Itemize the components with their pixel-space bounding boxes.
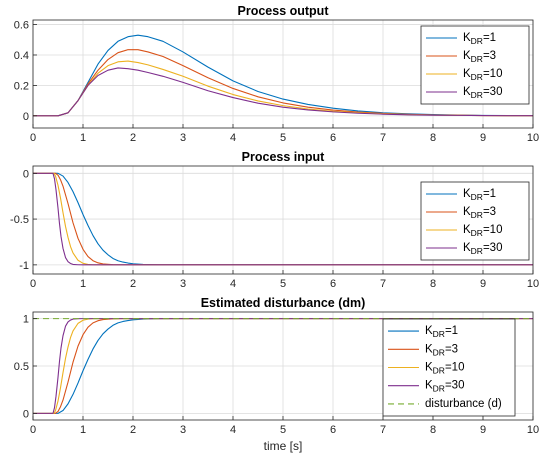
x-tick-label: 6 (330, 132, 336, 144)
x-tick-label: 3 (180, 132, 186, 144)
series-line-4 (33, 172, 533, 266)
chart-title: Estimated disturbance (dm) (201, 296, 366, 310)
legend-label: KDR=10 (463, 224, 502, 238)
x-tick-label: 0 (30, 132, 36, 144)
y-tick-label: 0.6 (14, 20, 29, 32)
y-tick-label: 0.5 (14, 361, 29, 373)
x-tick-label: 7 (380, 424, 386, 436)
x-tick-label: 9 (480, 278, 486, 290)
x-axis-label: time [s] (264, 439, 303, 453)
x-tick-label: 5 (280, 132, 286, 144)
x-tick-label: 0 (30, 278, 36, 290)
x-tick-label: 5 (280, 278, 286, 290)
chart-title: Process output (238, 4, 330, 18)
x-tick-label: 3 (180, 278, 186, 290)
x-tick-label: 8 (430, 424, 436, 436)
y-tick-label: 1 (23, 314, 29, 326)
legend-label: KDR=30 (425, 380, 464, 394)
x-tick-label: 1 (80, 278, 86, 290)
series-line-1 (33, 172, 533, 266)
legend-label: KDR=30 (463, 242, 502, 256)
series-line-4 (33, 67, 533, 117)
legend-label: KDR=3 (463, 50, 496, 64)
x-tick-label: 4 (230, 278, 236, 290)
x-tick-label: 4 (230, 424, 236, 436)
legend-label: KDR=3 (425, 343, 458, 357)
legend: KDR=1 KDR=3 KDR=10 KDR=30 (420, 181, 530, 261)
x-tick-label: 10 (527, 132, 539, 144)
chart-title: Process input (242, 150, 325, 164)
legend: KDR=1 KDR=3 KDR=10 KDR=30 disturbance (d) (382, 318, 516, 417)
subplot-3: 0 1 2 3 4 5 6 7 8 9 10 0 0.5 1 Estimated disturbance (… (14, 296, 539, 453)
x-tick-label: 6 (330, 278, 336, 290)
x-tick-label: 1 (80, 424, 86, 436)
x-tick-label: 9 (480, 132, 486, 144)
legend-box (382, 318, 516, 417)
x-tick-label: 4 (230, 132, 236, 144)
legend-label: KDR=30 (463, 86, 502, 100)
legend-label: KDR=1 (463, 188, 496, 202)
legend-label: KDR=10 (425, 362, 464, 376)
x-tick-label: 10 (527, 278, 539, 290)
x-tick-label: 3 (180, 424, 186, 436)
x-tick-label: 6 (330, 424, 336, 436)
x-tick-label: 9 (480, 424, 486, 436)
legend: KDR=1 KDR=3 KDR=10 KDR=30 (420, 25, 530, 105)
subplot-1: 0 1 2 3 4 5 6 7 8 9 10 0 0.2 0.4 0.6 Process output KDR=… (14, 4, 539, 144)
legend-label: KDR=3 (463, 206, 496, 220)
x-tick-label: 1 (80, 132, 86, 144)
y-tick-label: 0 (23, 408, 29, 420)
legend-box (420, 181, 530, 261)
x-tick-label: 2 (130, 278, 136, 290)
x-tick-label: 5 (280, 424, 286, 436)
legend-label: KDR=1 (425, 325, 458, 339)
x-tick-label: 10 (527, 424, 539, 436)
x-tick-label: 0 (30, 424, 36, 436)
x-tick-label: 8 (430, 132, 436, 144)
y-tick-label: 0.2 (14, 80, 29, 92)
x-tick-label: 2 (130, 424, 136, 436)
y-tick-label: -0.5 (10, 214, 29, 226)
y-tick-label: 0.4 (14, 50, 29, 62)
legend-label: disturbance (d) (425, 398, 502, 410)
legend-box (420, 25, 530, 105)
legend-label: KDR=1 (463, 32, 496, 46)
x-tick-label: 8 (430, 278, 436, 290)
legend-label: KDR=10 (463, 68, 502, 82)
y-tick-label: 0 (23, 168, 29, 180)
y-tick-label: 0 (23, 111, 29, 123)
y-tick-label: -1 (19, 260, 29, 272)
x-tick-label: 2 (130, 132, 136, 144)
x-tick-label: 7 (380, 278, 386, 290)
x-tick-label: 7 (380, 132, 386, 144)
series-line-1 (33, 318, 533, 414)
